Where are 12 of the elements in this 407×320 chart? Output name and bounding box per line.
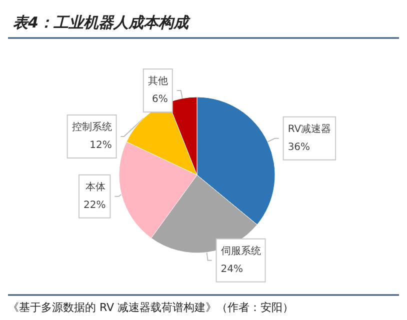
data-label: 22% [83,200,106,211]
data-label: 6% [152,94,168,106]
slice-label: 控制系统 [72,121,112,134]
data-label: 24% [220,264,244,275]
chart-title: 表4：工业机器人成本构成 [13,14,190,32]
data-label: 12% [90,140,112,152]
data-label: 36% [288,142,310,153]
slice-label: 本体 [86,180,106,193]
slice-label: RV减速器 [288,122,332,135]
slice-label: 其他 [148,75,168,88]
slice-label: 伺服系统 [220,244,261,257]
text: 《基于多源数据的 RV 减速器载荷谱构建》（作者：安阳） [8,301,294,314]
